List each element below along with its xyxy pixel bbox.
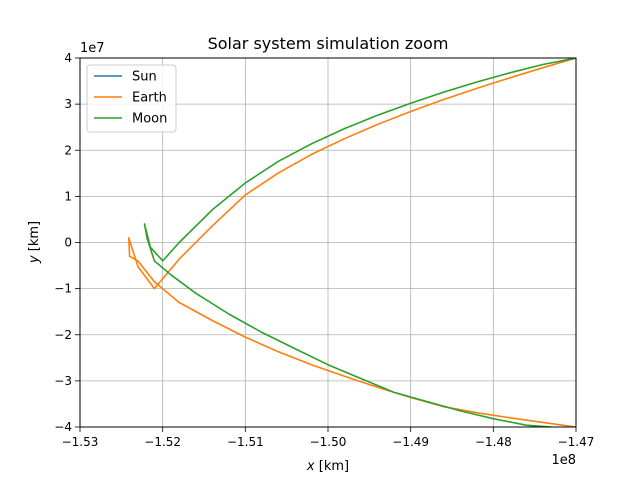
moon-orbit-line — [143, 58, 576, 427]
y-tick-label: 3 — [64, 97, 72, 111]
legend-label-sun: Sun — [132, 70, 157, 85]
y-axis-label-variable: y — [27, 255, 42, 264]
y-axis-label-unit: [km] — [27, 221, 42, 255]
legend-label-moon: Moon — [132, 112, 167, 127]
y-tick-label: −4 — [54, 420, 72, 434]
legend-label-earth: Earth — [132, 91, 167, 106]
y-tick-label: −1 — [54, 282, 72, 296]
x-tick-label: −1.51 — [227, 435, 264, 449]
y-axis-label: y [km] — [27, 221, 42, 264]
x-tick-label: −1.50 — [310, 435, 347, 449]
x-tick-label: −1.53 — [62, 435, 99, 449]
y-axis-multiplier: 1e7 — [80, 41, 105, 56]
x-tick-label: −1.48 — [475, 435, 512, 449]
x-axis-label: x [km] — [306, 459, 349, 474]
y-tick-label: 4 — [64, 51, 72, 65]
x-tick-label: −1.47 — [558, 435, 595, 449]
legend: Sun Earth Moon — [86, 64, 177, 133]
y-tick-label: 1 — [64, 189, 72, 203]
legend-frame — [86, 64, 177, 133]
x-tick-label: −1.52 — [144, 435, 181, 449]
x-axis-label-unit: [km] — [315, 459, 349, 474]
y-tick-label: −3 — [54, 374, 72, 388]
x-axis-label-variable: x — [306, 459, 315, 474]
x-axis-ticks: −1.53 −1.52 −1.51 −1.50 −1.49 −1.48 −1.47 — [62, 427, 595, 449]
y-tick-label: 0 — [64, 236, 72, 250]
y-axis-ticks: −4 −3 −2 −1 0 1 2 3 4 — [54, 51, 80, 434]
x-axis-multiplier: 1e8 — [551, 453, 576, 468]
y-tick-label: 2 — [64, 143, 72, 157]
curves — [128, 58, 576, 427]
x-tick-label: −1.49 — [392, 435, 429, 449]
chart-title: Solar system simulation zoom — [208, 34, 449, 53]
y-tick-label: −2 — [54, 328, 72, 342]
